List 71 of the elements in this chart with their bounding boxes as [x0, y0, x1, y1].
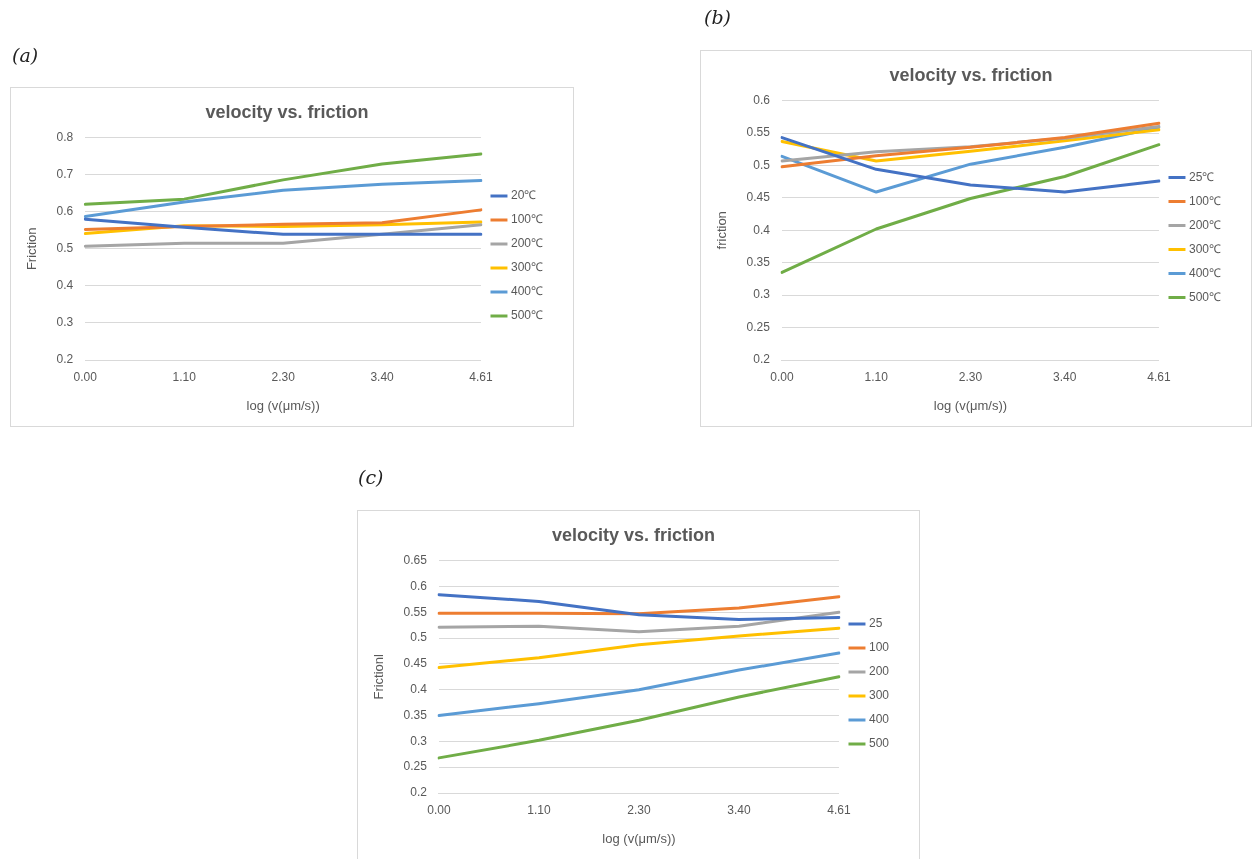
y-axis-title: Friction [24, 227, 40, 271]
y-tick-label: 0.7 [56, 166, 74, 181]
legend-label: 100℃ [1188, 193, 1222, 208]
x-tick-label: 3.40 [727, 802, 751, 817]
legend-label: 500℃ [510, 308, 544, 323]
x-tick-label: 0.00 [427, 802, 451, 817]
x-axis-title: log (v(μm/s)) [602, 830, 676, 846]
legend-label: 400 [868, 712, 890, 727]
y-tick-label: 0.6 [753, 92, 771, 107]
y-tick-label: 0.6 [56, 204, 74, 219]
y-tick-label: 0.4 [410, 682, 428, 697]
legend-label: 200℃ [510, 236, 544, 251]
x-tick-label: 4.61 [1147, 369, 1171, 384]
x-tick-label: 0.00 [770, 369, 794, 384]
y-tick-label: 0.25 [403, 759, 428, 774]
chart-title: velocity vs. friction [205, 101, 369, 122]
y-tick-label: 0.55 [746, 125, 771, 140]
legend-label: 200℃ [1188, 217, 1222, 232]
y-tick-label: 0.5 [753, 157, 771, 172]
x-tick-label: 3.40 [1053, 369, 1077, 384]
legend-label: 300 [868, 688, 890, 703]
x-tick-label: 1.10 [864, 369, 889, 384]
x-tick-label: 1.10 [527, 802, 551, 817]
legend-label: 25℃ [1188, 169, 1215, 184]
x-tick-label: 0.00 [73, 369, 98, 384]
x-tick-label: 4.61 [827, 802, 851, 817]
y-tick-label: 0.35 [403, 707, 428, 722]
y-tick-label: 0.35 [746, 255, 771, 270]
y-tick-label: 0.2 [56, 352, 74, 367]
y-tick-label: 0.4 [753, 222, 771, 237]
legend-label: 300℃ [1188, 241, 1222, 256]
y-tick-label: 0.6 [410, 578, 428, 593]
y-axis-title: friction [714, 211, 730, 250]
y-tick-label: 0.25 [746, 319, 771, 334]
legend-label: 100 [868, 640, 890, 655]
y-tick-label: 0.5 [410, 630, 428, 645]
chart-title: velocity vs. friction [889, 64, 1053, 85]
y-tick-label: 0.8 [56, 129, 74, 144]
chart-title: velocity vs. friction [551, 524, 716, 545]
legend-label: 300℃ [510, 260, 544, 275]
text: (c) [358, 466, 384, 488]
legend-label: 20℃ [510, 188, 537, 203]
y-axis-title: Frictionl [371, 653, 387, 700]
legend-label: 25 [868, 616, 883, 631]
x-tick-label: 3.40 [370, 369, 395, 384]
y-tick-label: 0.45 [403, 656, 428, 671]
y-tick-label: 0.4 [56, 278, 74, 293]
y-tick-label: 0.5 [56, 241, 74, 256]
legend-label: 200 [868, 664, 890, 679]
x-axis-title: log (v(μm/s)) [933, 397, 1008, 413]
y-tick-label: 0.65 [403, 552, 428, 567]
y-tick-label: 0.3 [753, 287, 771, 302]
text: (a) [12, 44, 39, 66]
y-tick-label: 0.55 [403, 604, 428, 619]
y-tick-label: 0.3 [56, 315, 74, 330]
text: (b) [704, 6, 731, 28]
legend-label: 500 [868, 736, 890, 751]
x-tick-label: 2.30 [627, 802, 651, 817]
y-tick-label: 0.2 [410, 785, 428, 800]
legend-label: 400℃ [510, 284, 544, 299]
x-axis-title: log (v(μm/s)) [246, 397, 320, 413]
legend-label: 100℃ [510, 212, 544, 227]
y-tick-label: 0.2 [753, 352, 771, 367]
x-tick-label: 2.30 [958, 369, 983, 384]
x-tick-label: 4.61 [469, 369, 493, 384]
legend-label: 500℃ [1188, 289, 1222, 304]
y-tick-label: 0.45 [746, 190, 771, 205]
y-tick-label: 0.3 [410, 733, 428, 748]
x-tick-label: 2.30 [271, 369, 296, 384]
legend-label: 400℃ [1188, 265, 1222, 280]
x-tick-label: 1.10 [172, 369, 197, 384]
